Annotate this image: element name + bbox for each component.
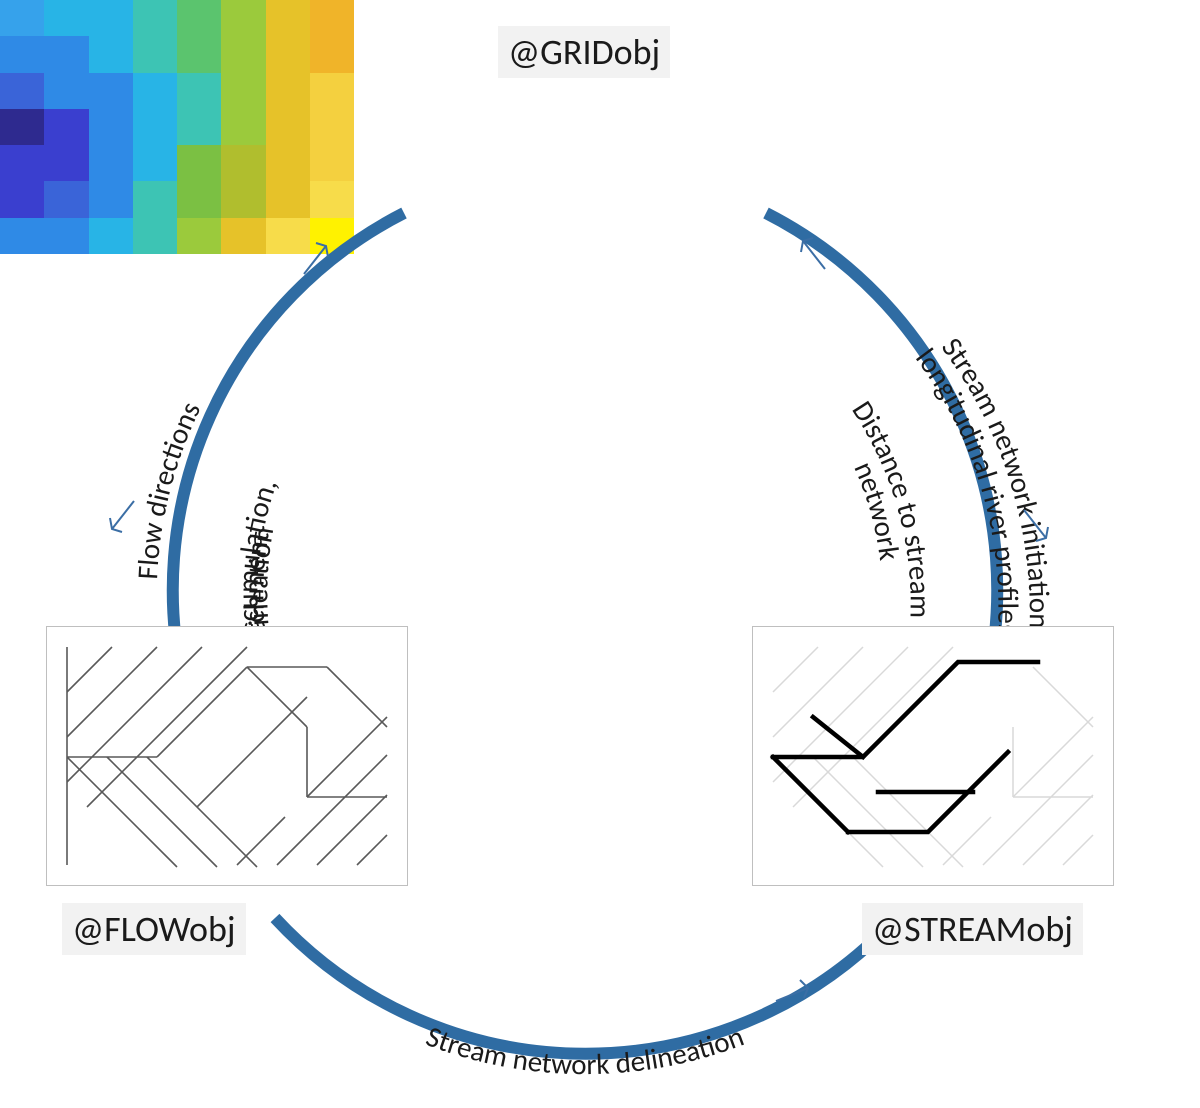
flowobj-lines <box>47 627 407 885</box>
streamobj-label: @STREAMobj <box>862 903 1083 955</box>
streamobj-panel <box>752 626 1114 886</box>
flowobj-label: @FLOWobj <box>62 903 246 955</box>
flowobj-panel <box>46 626 408 886</box>
label-bottom: Stream network delineation <box>421 1018 748 1083</box>
gridobj-label: @GRIDobj <box>498 26 670 78</box>
streamobj-lines <box>753 627 1113 885</box>
